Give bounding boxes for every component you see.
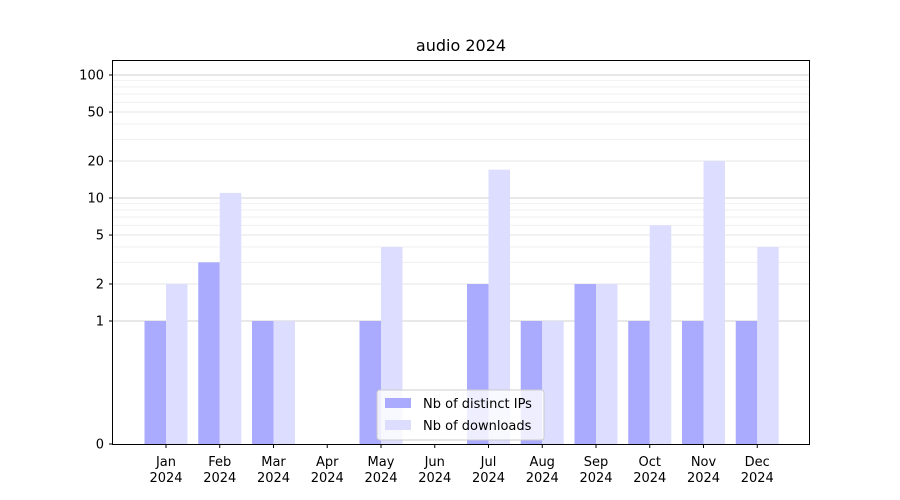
- bars-layer: [144, 160, 779, 445]
- legend-swatch-downloads: [385, 420, 411, 430]
- legend-box: [376, 389, 545, 441]
- x-tick-label: Sep 2024: [579, 455, 612, 486]
- y-axis: 0 1 2 5 10 20 50 100: [79, 69, 113, 453]
- x-tick-label: Apr 2024: [311, 455, 344, 486]
- y-tick-label: 1: [96, 315, 104, 330]
- bar-distinct-ips: [198, 262, 220, 444]
- x-tick-label: Mar 2024: [257, 455, 290, 486]
- legend: Nb of distinct IPs Nb of downloads: [376, 389, 545, 441]
- legend-label-ips: Nb of distinct IPs: [423, 397, 532, 412]
- x-tick-label: Dec 2024: [741, 455, 774, 486]
- x-tick-label: Jan 2024: [149, 455, 182, 486]
- x-tick-label: Oct 2024: [633, 455, 666, 486]
- bar-downloads: [649, 225, 672, 444]
- bar-distinct-ips: [682, 321, 704, 444]
- bar-downloads: [219, 192, 242, 444]
- bar-distinct-ips: [144, 321, 166, 444]
- bar-distinct-ips: [359, 321, 381, 444]
- y-tick-label: 20: [87, 154, 104, 169]
- legend-swatch-ips: [385, 398, 411, 408]
- plot-frame: [112, 60, 810, 445]
- bar-downloads: [273, 321, 295, 444]
- y-tick-label: 0: [96, 438, 104, 453]
- bar-distinct-ips: [735, 321, 758, 444]
- bar-downloads: [488, 169, 510, 445]
- bar-downloads: [166, 283, 188, 444]
- x-tick-label: Aug 2024: [526, 455, 559, 486]
- x-tick-label: Jun 2024: [418, 455, 451, 486]
- bar-downloads: [542, 321, 564, 444]
- x-tick-label: May 2024: [364, 455, 397, 486]
- y-tick-label: 50: [87, 106, 104, 121]
- y-tick-label: 100: [79, 69, 104, 84]
- legend-label-downloads: Nb of downloads: [423, 419, 532, 434]
- x-tick-label: Jul 2024: [472, 455, 505, 486]
- bar-distinct-ips: [574, 283, 596, 444]
- bar-distinct-ips: [628, 321, 650, 444]
- y-tick-label: 2: [96, 277, 104, 292]
- bar-downloads: [596, 283, 618, 444]
- y-tick-label: 5: [96, 229, 104, 244]
- bar-downloads: [703, 160, 725, 444]
- x-tick-label: Feb 2024: [203, 455, 236, 486]
- chart-title: audio 2024: [416, 36, 506, 55]
- x-tick-label: Nov 2024: [687, 455, 720, 486]
- bar-downloads: [757, 246, 779, 444]
- y-tick-label: 10: [87, 192, 104, 207]
- x-axis: Jan 2024 Feb 2024 Mar 2024 Apr 2024 May 2024 Jun 20…: [149, 444, 774, 486]
- bar-distinct-ips: [252, 321, 274, 444]
